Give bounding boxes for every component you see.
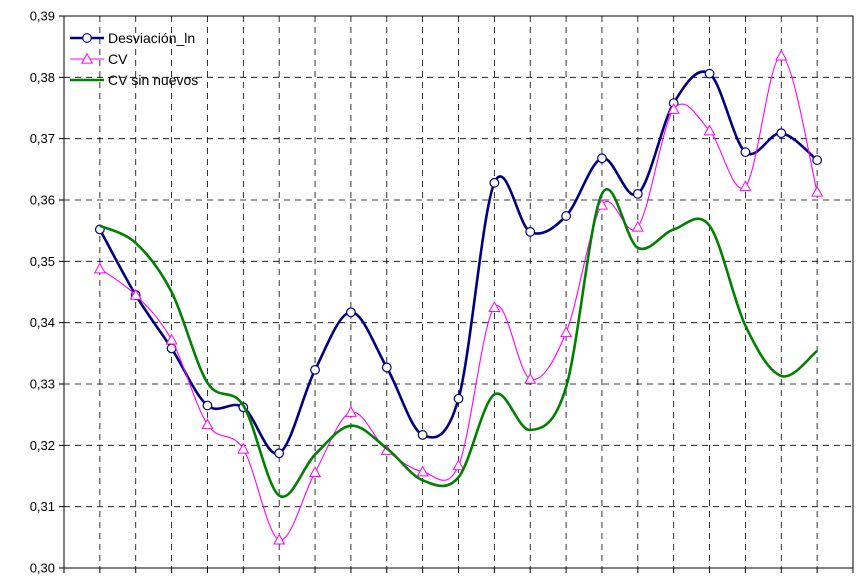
data-point	[525, 226, 536, 237]
data-point	[597, 153, 607, 164]
y-tick-label: 0,38	[30, 70, 55, 85]
data-point	[201, 418, 214, 430]
data-point	[165, 333, 178, 345]
data-point	[740, 147, 751, 158]
data-point	[561, 211, 571, 221]
data-point	[381, 362, 392, 373]
legend-item: CV	[70, 51, 128, 67]
data-point	[93, 262, 106, 274]
data-point	[308, 466, 322, 477]
grid-lines	[64, 16, 853, 568]
data-point	[632, 188, 643, 199]
data-point	[704, 68, 715, 79]
data-point	[524, 372, 537, 384]
data-point	[739, 180, 752, 192]
series-line	[98, 70, 818, 455]
data-point	[344, 405, 357, 417]
data-point	[631, 220, 644, 232]
data-point	[776, 128, 787, 139]
legend: Desviación_ln CV CV sin nuevos	[70, 30, 198, 88]
data-point	[346, 307, 356, 318]
legend-item: Desviación_ln	[70, 30, 195, 46]
legend-marker	[82, 33, 92, 43]
series-line	[99, 188, 818, 499]
data-point	[667, 102, 680, 114]
y-tick-label: 0,37	[30, 131, 55, 146]
data-point	[416, 465, 429, 477]
data-point	[274, 448, 285, 459]
data-point	[310, 364, 320, 375]
legend-label: Desviación_ln	[108, 30, 195, 46]
data-point	[453, 393, 464, 404]
y-tick-label: 0,30	[30, 561, 55, 576]
series-2	[99, 188, 818, 499]
y-tick-label: 0,32	[30, 438, 55, 453]
series-0	[94, 68, 823, 459]
legend-label: CV sin nuevos	[108, 72, 198, 88]
data-point	[775, 49, 788, 61]
y-tick-label: 0,34	[30, 315, 55, 330]
data-point	[417, 430, 428, 440]
data-point	[452, 459, 465, 471]
series-layer	[93, 49, 824, 545]
y-tick-label: 0,35	[30, 254, 55, 269]
y-tick-label: 0,31	[30, 499, 55, 514]
y-tick-label: 0,33	[30, 377, 55, 392]
data-point	[560, 326, 573, 338]
data-point	[202, 400, 213, 411]
series-1	[93, 49, 824, 545]
data-point	[703, 124, 716, 136]
data-point	[237, 442, 250, 454]
y-tick-label: 0,39	[30, 9, 55, 24]
data-point	[489, 177, 500, 188]
y-tick-label: 0,36	[30, 193, 55, 208]
data-point	[811, 185, 824, 197]
legend-item: CV sin nuevos	[70, 72, 198, 88]
data-point	[488, 301, 501, 312]
data-point	[273, 533, 286, 545]
legend-label: CV	[108, 51, 128, 67]
legend-marker	[80, 52, 94, 64]
data-point	[812, 155, 823, 166]
data-point	[129, 288, 142, 300]
y-axis: 0,30 0,31 0,32 0,33 0,34 0,35 0,36 0,37 0,38 0,39	[30, 9, 854, 576]
